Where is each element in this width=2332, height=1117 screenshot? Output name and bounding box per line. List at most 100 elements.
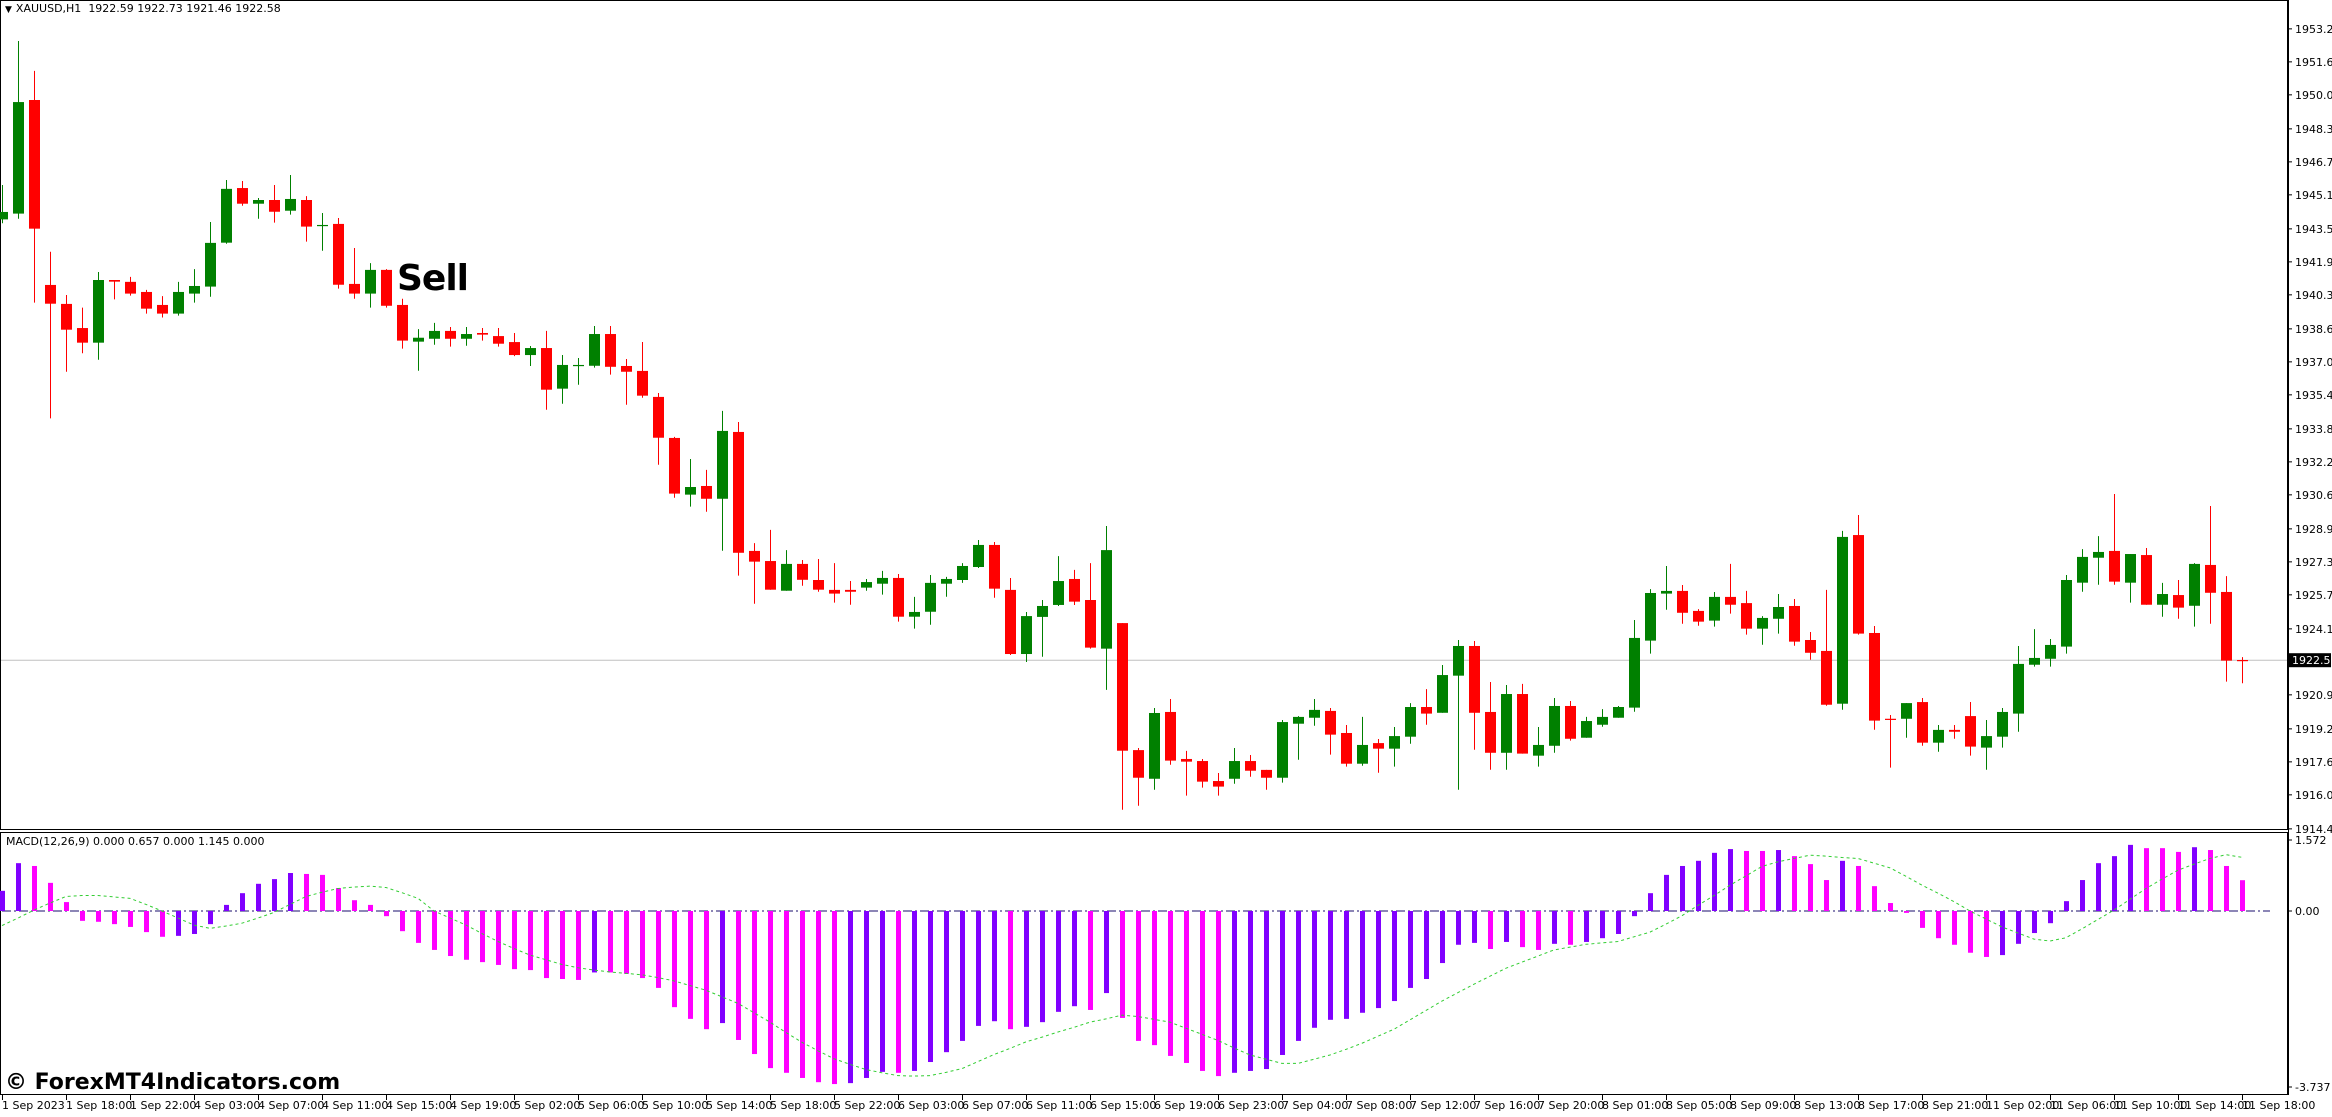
candle-body xyxy=(669,437,680,494)
bearish-candle xyxy=(845,581,856,605)
macd-histogram-bar xyxy=(1248,911,1253,1071)
candle-body xyxy=(813,580,824,590)
macd-histogram-bar xyxy=(1216,911,1221,1077)
bearish-candle xyxy=(77,307,88,354)
bearish-candle xyxy=(61,295,72,372)
macd-histogram-bar xyxy=(1040,911,1045,1023)
macd-histogram-bar xyxy=(1344,911,1349,1019)
macd-histogram-bar xyxy=(672,911,677,1008)
bearish-candle xyxy=(2141,548,2152,605)
macd-histogram-bar xyxy=(1088,911,1093,1010)
bearish-candle xyxy=(749,543,760,604)
sell-signal-label: Sell xyxy=(397,258,469,299)
candle-body xyxy=(525,348,536,356)
bearish-candle xyxy=(109,280,120,300)
time-tick-label: 5 Sep 14:00 xyxy=(706,1099,772,1112)
macd-histogram-bar xyxy=(1664,874,1669,911)
macd-histogram-bar xyxy=(96,911,101,922)
candle-body xyxy=(1597,716,1608,725)
bullish-candle xyxy=(413,329,424,371)
candle-body xyxy=(1677,590,1688,613)
time-tick-label: 5 Sep 22:00 xyxy=(834,1099,900,1112)
macd-histogram-bar xyxy=(1360,911,1365,1013)
bearish-candle xyxy=(669,436,680,498)
time-axis: 1 Sep 2023 1 Sep 18:001 Sep 22:004 Sep 03… xyxy=(2,1095,2315,1112)
candle-body xyxy=(317,224,328,227)
price-tick-label: 1935.45 xyxy=(2295,389,2332,402)
candle-body xyxy=(1485,711,1496,753)
candle-body xyxy=(1117,623,1128,751)
time-tick-label: 4 Sep 11:00 xyxy=(322,1099,388,1112)
bullish-candle xyxy=(1309,698,1320,726)
macd-histogram-bar xyxy=(656,911,661,988)
candle-body xyxy=(1965,716,1976,747)
dropdown-triangle-icon[interactable]: ▼ xyxy=(5,5,12,15)
time-tick-label: 11 Sep 18:00 xyxy=(2242,1099,2315,1112)
candle-body xyxy=(1245,761,1256,771)
bullish-candle xyxy=(365,263,376,308)
macd-signal-line xyxy=(1,854,2243,1077)
macd-header: MACD(12,26,9) 0.000 0.657 0.000 1.145 0.… xyxy=(6,835,265,848)
bullish-candle xyxy=(1453,640,1464,790)
bullish-candle xyxy=(221,180,232,244)
candle-body xyxy=(413,337,424,342)
bearish-candle xyxy=(1069,569,1080,605)
bearish-candle xyxy=(237,181,248,206)
candle-body xyxy=(381,269,392,306)
candle-body xyxy=(157,304,168,314)
bearish-candle xyxy=(29,70,40,303)
bullish-candle xyxy=(2189,563,2200,627)
macd-histogram-bar xyxy=(2016,911,2021,944)
candle-body xyxy=(1405,707,1416,737)
macd-histogram-bar xyxy=(1312,911,1317,1028)
macd-histogram-bar xyxy=(240,893,245,911)
price-tick-label: 1950.00 xyxy=(2295,89,2332,102)
candle-body xyxy=(941,578,952,584)
bearish-candle xyxy=(397,298,408,349)
macd-histogram-bar xyxy=(1936,911,1941,939)
bullish-candle xyxy=(1549,697,1560,753)
macd-histogram-bar xyxy=(1632,911,1637,917)
macd-histogram-bar xyxy=(2192,847,2197,911)
candle-body xyxy=(205,242,216,287)
bullish-candle xyxy=(1773,594,1784,634)
price-tick-label: 1940.30 xyxy=(2295,289,2332,302)
bullish-candle xyxy=(285,175,296,215)
bullish-candle xyxy=(1933,724,1944,752)
macd-histogram-bar xyxy=(192,911,197,934)
bearish-candle xyxy=(1741,590,1752,635)
macd-histogram-bar xyxy=(1584,911,1589,942)
bearish-candle xyxy=(1789,598,1800,646)
bearish-candle xyxy=(1469,641,1480,750)
price-tick-label: 1951.60 xyxy=(2295,56,2332,69)
bearish-candle xyxy=(1965,702,1976,756)
candle-body xyxy=(573,364,584,367)
candle-body xyxy=(541,348,552,390)
bearish-candle xyxy=(1325,708,1336,755)
time-tick-label: 4 Sep 03:00 xyxy=(194,1099,260,1112)
macd-histogram-bar xyxy=(2144,848,2149,911)
candle-body xyxy=(1821,650,1832,705)
watermark: © ForexMT4Indicators.com xyxy=(5,1070,341,1095)
time-tick-label: 1 Sep 2023 xyxy=(2,1099,65,1112)
bearish-candle xyxy=(605,325,616,375)
bullish-candle xyxy=(1501,684,1512,770)
macd-histogram-bar xyxy=(1808,864,1813,911)
macd-histogram-bar xyxy=(1888,903,1893,911)
candle-body xyxy=(1709,596,1720,621)
candle-body xyxy=(1261,769,1272,778)
macd-histogram-bar xyxy=(1520,911,1525,948)
macd-histogram-bar xyxy=(480,911,485,963)
bearish-candle xyxy=(1693,609,1704,626)
candle-body xyxy=(1053,581,1064,605)
time-tick-label: 1 Sep 18:00 xyxy=(66,1099,132,1112)
bullish-candle xyxy=(1405,703,1416,744)
candle-body xyxy=(269,200,280,212)
bullish-candle xyxy=(1293,716,1304,760)
bearish-candle xyxy=(269,184,280,223)
macd-histogram-bar xyxy=(336,888,341,911)
candle-body xyxy=(173,291,184,314)
macd-histogram-bar xyxy=(496,911,501,965)
candle-body xyxy=(45,284,56,304)
